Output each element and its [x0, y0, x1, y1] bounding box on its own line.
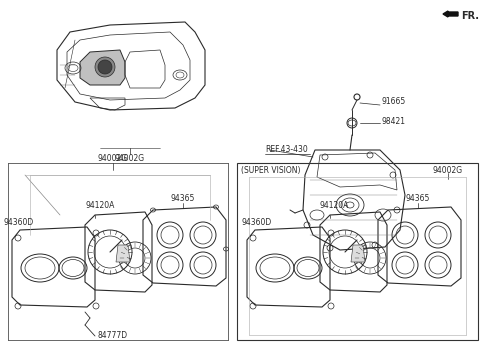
- Text: 94360D: 94360D: [241, 218, 271, 227]
- Text: 84777D: 84777D: [98, 331, 128, 340]
- Text: 94002G: 94002G: [115, 154, 145, 163]
- Polygon shape: [80, 50, 125, 85]
- Text: (SUPER VISION): (SUPER VISION): [241, 166, 300, 175]
- Text: 91665: 91665: [381, 97, 405, 106]
- Polygon shape: [351, 245, 365, 262]
- Text: REF.43-430: REF.43-430: [265, 145, 308, 155]
- Polygon shape: [116, 245, 130, 262]
- Circle shape: [95, 57, 115, 77]
- Text: 94360D: 94360D: [3, 218, 33, 227]
- Circle shape: [98, 60, 112, 74]
- Text: FR.: FR.: [461, 11, 479, 21]
- FancyArrow shape: [443, 11, 458, 17]
- Text: 94120A: 94120A: [85, 201, 114, 210]
- Text: 98421: 98421: [381, 117, 405, 126]
- Text: 94365: 94365: [406, 194, 430, 203]
- Text: 94365: 94365: [171, 194, 195, 203]
- Text: 94002G: 94002G: [98, 154, 128, 163]
- Text: 94002G: 94002G: [433, 166, 463, 175]
- Text: 94120A: 94120A: [320, 201, 349, 210]
